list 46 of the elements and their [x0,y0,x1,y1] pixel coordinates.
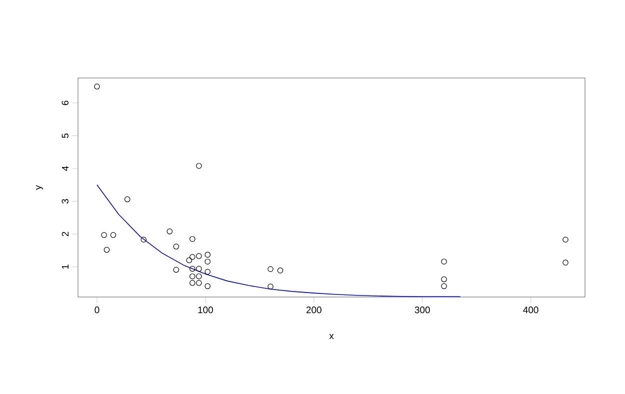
y-tick-label: 6 [62,100,68,106]
point [196,280,202,286]
point [196,253,202,259]
x-tick-label: 400 [523,306,538,314]
x-tick-label: 300 [414,306,430,314]
x-axis-title: x [329,334,334,340]
point [268,284,274,290]
x-tick-label: 0 [94,306,100,314]
y-tick-label: 5 [62,133,68,138]
line-series [96,184,461,297]
point [190,266,196,272]
point [173,244,180,250]
point [268,266,274,272]
y-tick-label: 2 [62,232,68,236]
point [562,236,568,243]
y-axis-title: y [36,185,43,190]
point [196,273,202,280]
point [441,276,447,282]
x-tick-label: 100 [198,306,213,314]
x-tick-label: 200 [306,306,322,314]
point [173,266,180,273]
point [204,283,211,290]
point [204,258,211,264]
point [190,254,196,260]
y-tick-label: 3 [62,199,68,204]
point [124,196,130,202]
point [196,266,202,272]
point [166,228,173,234]
point [204,252,211,258]
y-tick-label: 4 [62,166,68,171]
point [140,236,147,243]
point [190,273,196,280]
point [190,280,196,286]
point [562,260,568,266]
point [196,162,202,169]
point [101,232,107,238]
point [441,258,447,264]
point [277,268,284,274]
point [94,84,100,90]
point [190,236,196,242]
point [441,283,447,290]
point [186,257,192,264]
point [104,246,110,253]
point [110,232,116,238]
y-tick-label: 1 [62,264,68,269]
point [204,268,211,275]
